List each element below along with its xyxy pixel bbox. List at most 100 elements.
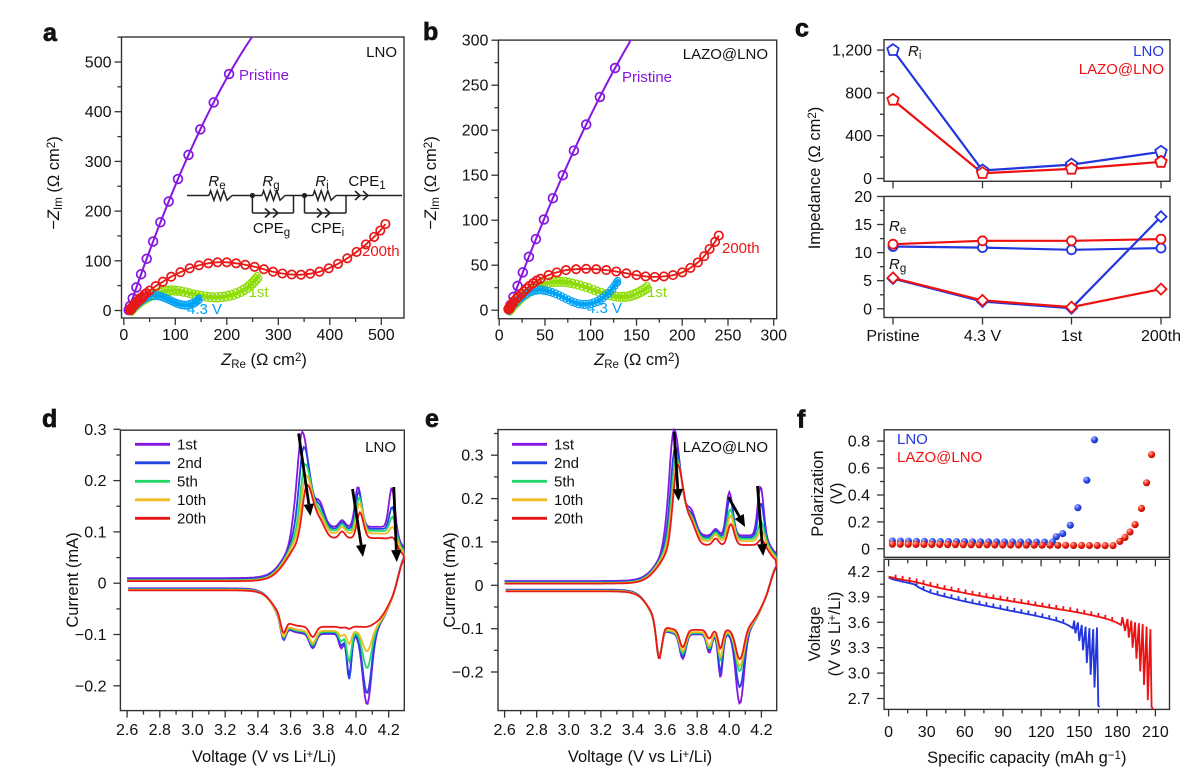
svg-text:−0.1: −0.1 — [452, 621, 484, 638]
svg-text:150: 150 — [623, 328, 650, 345]
svg-text:2.6: 2.6 — [493, 722, 515, 739]
svg-text:4.3 V: 4.3 V — [187, 301, 222, 318]
svg-text:0.1: 0.1 — [84, 524, 106, 541]
svg-text:1st: 1st — [177, 436, 198, 453]
svg-text:3.3: 3.3 — [848, 640, 870, 657]
svg-text:1,200: 1,200 — [832, 43, 872, 60]
svg-text:2.8: 2.8 — [526, 722, 548, 739]
svg-text:c: c — [795, 15, 809, 43]
svg-text:0.3: 0.3 — [84, 422, 106, 439]
svg-text:4.0: 4.0 — [345, 722, 367, 739]
svg-text:300: 300 — [462, 33, 489, 50]
svg-text:200th: 200th — [1141, 328, 1181, 345]
svg-text:2nd: 2nd — [177, 455, 202, 472]
svg-text:−ZIm (Ω cm2): −ZIm (Ω cm2) — [45, 136, 65, 229]
svg-text:0.4: 0.4 — [848, 488, 870, 505]
svg-text:(V vs Li+/Li): (V vs Li+/Li) — [826, 592, 844, 677]
svg-text:4.0: 4.0 — [718, 722, 740, 739]
svg-text:10: 10 — [854, 245, 872, 262]
svg-text:Polarization: Polarization — [809, 450, 827, 536]
svg-text:0.3: 0.3 — [461, 448, 483, 465]
svg-text:0: 0 — [479, 303, 488, 320]
svg-text:500: 500 — [368, 327, 395, 344]
svg-text:50: 50 — [536, 328, 554, 345]
svg-text:3.4: 3.4 — [247, 722, 269, 739]
svg-text:100: 100 — [85, 253, 112, 270]
svg-text:200: 200 — [85, 204, 112, 221]
svg-text:100: 100 — [577, 328, 604, 345]
svg-text:3.9: 3.9 — [848, 589, 870, 606]
svg-text:3.6: 3.6 — [848, 615, 870, 632]
svg-text:3.8: 3.8 — [686, 722, 708, 739]
svg-text:−0.2: −0.2 — [452, 665, 484, 682]
svg-text:b: b — [423, 18, 438, 46]
svg-text:LAZO@LNO: LAZO@LNO — [683, 46, 768, 63]
svg-text:1st: 1st — [647, 284, 668, 301]
svg-text:1st: 1st — [554, 436, 575, 453]
svg-text:Rg: Rg — [889, 256, 906, 275]
svg-text:4.2: 4.2 — [848, 564, 870, 581]
svg-text:210: 210 — [1142, 724, 1169, 741]
svg-text:Specific capacity (mAh g−1): Specific capacity (mAh g−1) — [927, 749, 1126, 767]
svg-text:0: 0 — [863, 171, 872, 188]
svg-text:−0.1: −0.1 — [75, 627, 107, 644]
svg-text:−ZIm (Ω cm2): −ZIm (Ω cm2) — [422, 136, 442, 229]
svg-text:f: f — [797, 406, 806, 434]
svg-text:120: 120 — [1028, 724, 1055, 741]
svg-text:Ri: Ri — [908, 43, 921, 62]
svg-text:0.1: 0.1 — [461, 534, 483, 551]
svg-text:Re: Re — [889, 218, 906, 237]
svg-text:4.3 V: 4.3 V — [964, 328, 1002, 345]
svg-text:2.6: 2.6 — [116, 722, 138, 739]
svg-text:50: 50 — [471, 258, 489, 275]
svg-text:0: 0 — [98, 576, 107, 593]
svg-text:Pristine: Pristine — [866, 328, 919, 345]
svg-text:200: 200 — [213, 327, 240, 344]
svg-text:0.8: 0.8 — [848, 434, 870, 451]
svg-text:a: a — [43, 19, 58, 47]
svg-text:LNO: LNO — [1133, 43, 1164, 60]
svg-text:2nd: 2nd — [554, 455, 579, 472]
svg-text:4.2: 4.2 — [750, 722, 772, 739]
svg-text:5: 5 — [863, 273, 872, 290]
svg-text:250: 250 — [462, 78, 489, 95]
svg-text:4.3 V: 4.3 V — [587, 300, 622, 317]
svg-text:3.6: 3.6 — [654, 722, 676, 739]
svg-text:Voltage (V vs Li+/Li): Voltage (V vs Li+/Li) — [568, 748, 712, 766]
svg-text:3.4: 3.4 — [622, 722, 644, 739]
svg-text:Pristine: Pristine — [622, 69, 672, 86]
svg-text:0: 0 — [861, 541, 870, 558]
svg-text:5th: 5th — [177, 473, 198, 490]
svg-text:Current (mA): Current (mA) — [64, 532, 82, 627]
svg-text:−0.2: −0.2 — [75, 678, 107, 695]
svg-text:LNO: LNO — [366, 44, 397, 61]
svg-text:0.2: 0.2 — [461, 491, 483, 508]
svg-text:CPEg: CPEg — [253, 220, 290, 239]
svg-text:100: 100 — [162, 327, 189, 344]
svg-text:0: 0 — [475, 578, 484, 595]
svg-text:Rg: Rg — [262, 173, 279, 192]
svg-text:5th: 5th — [554, 473, 575, 490]
svg-text:60: 60 — [956, 724, 974, 741]
svg-text:LNO: LNO — [365, 439, 396, 456]
svg-text:10th: 10th — [554, 492, 583, 509]
svg-text:0: 0 — [863, 301, 872, 318]
svg-text:0.6: 0.6 — [848, 461, 870, 478]
svg-text:3.0: 3.0 — [181, 722, 203, 739]
svg-text:400: 400 — [316, 327, 343, 344]
svg-text:1st: 1st — [249, 284, 270, 301]
svg-text:100: 100 — [462, 213, 489, 230]
svg-text:LAZO@LNO: LAZO@LNO — [1079, 61, 1164, 78]
svg-text:400: 400 — [85, 104, 112, 121]
svg-text:LAZO@LNO: LAZO@LNO — [683, 439, 768, 456]
svg-text:Current (mA): Current (mA) — [441, 532, 459, 627]
svg-text:200: 200 — [462, 123, 489, 140]
svg-text:e: e — [425, 405, 439, 433]
svg-text:LAZO@LNO: LAZO@LNO — [897, 449, 982, 466]
svg-text:30: 30 — [918, 724, 936, 741]
svg-text:3.0: 3.0 — [558, 722, 580, 739]
svg-text:0: 0 — [103, 303, 112, 320]
svg-text:Re: Re — [208, 173, 225, 192]
svg-text:250: 250 — [715, 328, 742, 345]
svg-text:300: 300 — [265, 327, 292, 344]
